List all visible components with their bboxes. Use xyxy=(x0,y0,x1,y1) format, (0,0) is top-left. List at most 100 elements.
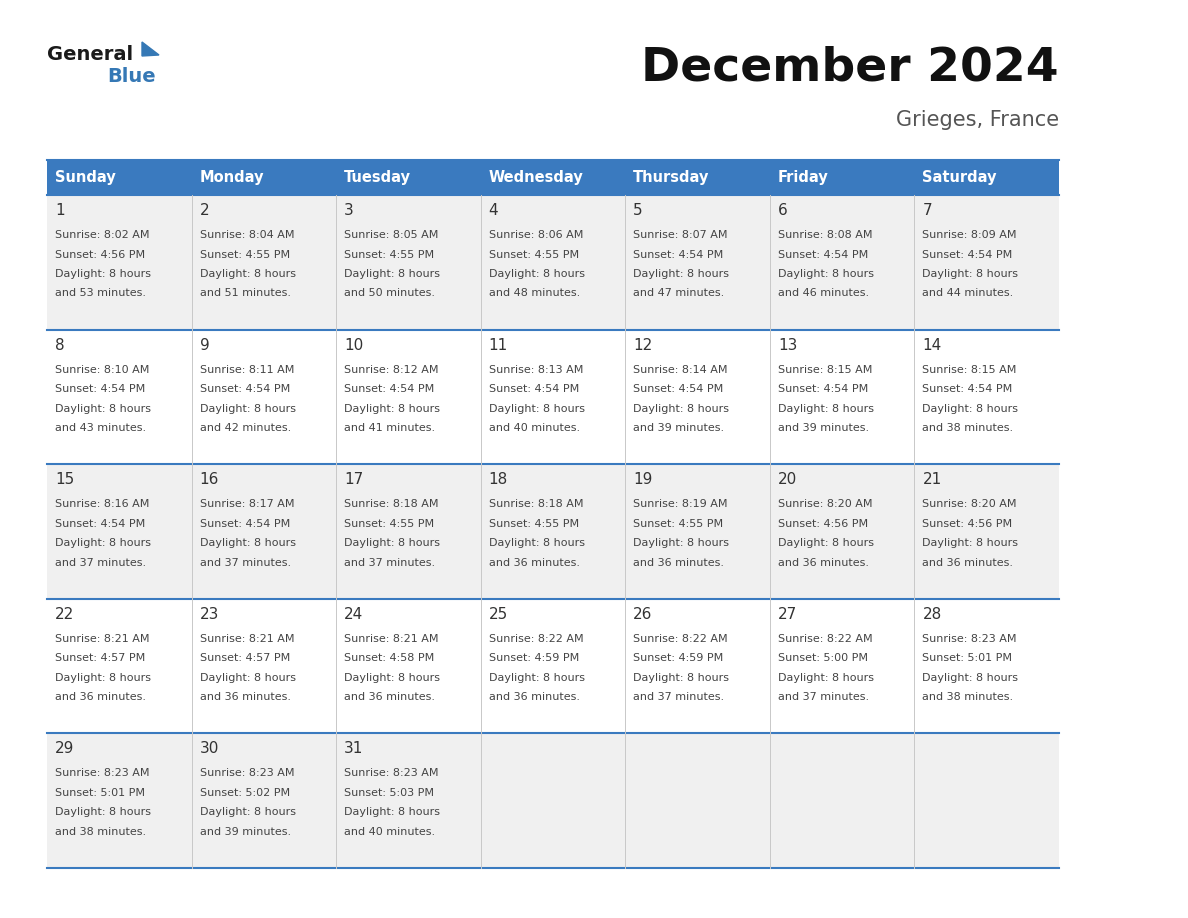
Text: Sunset: 4:54 PM: Sunset: 4:54 PM xyxy=(778,384,868,394)
Text: Tuesday: Tuesday xyxy=(345,170,411,185)
Text: and 40 minutes.: and 40 minutes. xyxy=(345,827,435,837)
Text: Sunrise: 8:18 AM: Sunrise: 8:18 AM xyxy=(345,499,438,509)
Text: Daylight: 8 hours: Daylight: 8 hours xyxy=(200,808,296,817)
Text: and 36 minutes.: and 36 minutes. xyxy=(778,558,868,567)
Text: Daylight: 8 hours: Daylight: 8 hours xyxy=(633,404,729,414)
Text: 17: 17 xyxy=(345,472,364,487)
Text: Sunrise: 8:05 AM: Sunrise: 8:05 AM xyxy=(345,230,438,240)
Text: 2: 2 xyxy=(200,203,209,218)
Text: 12: 12 xyxy=(633,338,652,353)
Text: Sunrise: 8:21 AM: Sunrise: 8:21 AM xyxy=(200,633,295,644)
Bar xyxy=(48,733,1059,868)
Text: 11: 11 xyxy=(488,338,508,353)
Text: and 36 minutes.: and 36 minutes. xyxy=(633,558,725,567)
Bar xyxy=(48,160,1059,195)
Text: and 51 minutes.: and 51 minutes. xyxy=(200,288,291,298)
Text: Daylight: 8 hours: Daylight: 8 hours xyxy=(55,808,151,817)
Text: Sunrise: 8:22 AM: Sunrise: 8:22 AM xyxy=(488,633,583,644)
Text: 18: 18 xyxy=(488,472,508,487)
Text: 14: 14 xyxy=(922,338,942,353)
Text: Sunrise: 8:21 AM: Sunrise: 8:21 AM xyxy=(345,633,438,644)
Text: and 38 minutes.: and 38 minutes. xyxy=(922,423,1013,433)
Text: 13: 13 xyxy=(778,338,797,353)
Text: Sunset: 4:55 PM: Sunset: 4:55 PM xyxy=(345,519,435,529)
Text: Sunrise: 8:02 AM: Sunrise: 8:02 AM xyxy=(55,230,150,240)
Text: Sunrise: 8:15 AM: Sunrise: 8:15 AM xyxy=(778,364,872,375)
Text: and 37 minutes.: and 37 minutes. xyxy=(200,558,291,567)
Text: Grieges, France: Grieges, France xyxy=(896,110,1059,130)
Text: Sunrise: 8:23 AM: Sunrise: 8:23 AM xyxy=(55,768,150,778)
Text: Sunset: 4:56 PM: Sunset: 4:56 PM xyxy=(922,519,1012,529)
Text: Sunset: 4:58 PM: Sunset: 4:58 PM xyxy=(345,654,435,664)
Text: and 39 minutes.: and 39 minutes. xyxy=(778,423,868,433)
Text: Sunrise: 8:20 AM: Sunrise: 8:20 AM xyxy=(922,499,1017,509)
Text: Sunset: 4:55 PM: Sunset: 4:55 PM xyxy=(633,519,723,529)
Text: Daylight: 8 hours: Daylight: 8 hours xyxy=(633,269,729,279)
Text: Daylight: 8 hours: Daylight: 8 hours xyxy=(345,269,440,279)
Text: Daylight: 8 hours: Daylight: 8 hours xyxy=(200,269,296,279)
Text: Daylight: 8 hours: Daylight: 8 hours xyxy=(778,538,874,548)
Text: Sunrise: 8:23 AM: Sunrise: 8:23 AM xyxy=(200,768,295,778)
Text: Sunrise: 8:04 AM: Sunrise: 8:04 AM xyxy=(200,230,295,240)
Bar xyxy=(48,195,1059,330)
Text: 28: 28 xyxy=(922,607,942,621)
Text: Sunset: 4:54 PM: Sunset: 4:54 PM xyxy=(200,519,290,529)
Text: and 39 minutes.: and 39 minutes. xyxy=(200,827,291,837)
Text: Sunday: Sunday xyxy=(55,170,115,185)
Text: Friday: Friday xyxy=(778,170,828,185)
Text: 26: 26 xyxy=(633,607,652,621)
Text: 21: 21 xyxy=(922,472,942,487)
Text: 4: 4 xyxy=(488,203,498,218)
Text: Wednesday: Wednesday xyxy=(488,170,583,185)
Text: Sunset: 4:55 PM: Sunset: 4:55 PM xyxy=(200,250,290,260)
Text: Daylight: 8 hours: Daylight: 8 hours xyxy=(345,404,440,414)
Text: and 37 minutes.: and 37 minutes. xyxy=(633,692,725,702)
Text: 5: 5 xyxy=(633,203,643,218)
Text: Sunset: 4:55 PM: Sunset: 4:55 PM xyxy=(488,519,579,529)
Polygon shape xyxy=(143,42,159,56)
Text: and 36 minutes.: and 36 minutes. xyxy=(488,692,580,702)
Text: and 36 minutes.: and 36 minutes. xyxy=(922,558,1013,567)
Text: Sunset: 4:59 PM: Sunset: 4:59 PM xyxy=(488,654,579,664)
Text: and 53 minutes.: and 53 minutes. xyxy=(55,288,146,298)
Text: 30: 30 xyxy=(200,742,219,756)
Text: Daylight: 8 hours: Daylight: 8 hours xyxy=(345,673,440,683)
Text: Sunset: 4:54 PM: Sunset: 4:54 PM xyxy=(200,384,290,394)
Text: Sunset: 5:01 PM: Sunset: 5:01 PM xyxy=(55,788,145,798)
Text: 16: 16 xyxy=(200,472,219,487)
Text: Sunset: 5:00 PM: Sunset: 5:00 PM xyxy=(778,654,868,664)
Text: Sunset: 4:54 PM: Sunset: 4:54 PM xyxy=(55,384,145,394)
Text: General: General xyxy=(48,46,133,64)
Text: Sunset: 5:01 PM: Sunset: 5:01 PM xyxy=(922,654,1012,664)
Text: 1: 1 xyxy=(55,203,64,218)
Text: and 38 minutes.: and 38 minutes. xyxy=(55,827,146,837)
Text: and 36 minutes.: and 36 minutes. xyxy=(488,558,580,567)
Text: and 37 minutes.: and 37 minutes. xyxy=(778,692,868,702)
Text: Sunset: 4:56 PM: Sunset: 4:56 PM xyxy=(778,519,868,529)
Text: 20: 20 xyxy=(778,472,797,487)
Text: and 40 minutes.: and 40 minutes. xyxy=(488,423,580,433)
Text: Daylight: 8 hours: Daylight: 8 hours xyxy=(922,404,1018,414)
Text: Daylight: 8 hours: Daylight: 8 hours xyxy=(345,808,440,817)
Text: 8: 8 xyxy=(55,338,64,353)
Text: 23: 23 xyxy=(200,607,219,621)
Text: Sunrise: 8:13 AM: Sunrise: 8:13 AM xyxy=(488,364,583,375)
Text: Daylight: 8 hours: Daylight: 8 hours xyxy=(488,538,584,548)
Text: Daylight: 8 hours: Daylight: 8 hours xyxy=(55,673,151,683)
Text: Daylight: 8 hours: Daylight: 8 hours xyxy=(345,538,440,548)
Bar xyxy=(48,330,1059,465)
Text: Sunrise: 8:11 AM: Sunrise: 8:11 AM xyxy=(200,364,293,375)
Text: 24: 24 xyxy=(345,607,364,621)
Text: Daylight: 8 hours: Daylight: 8 hours xyxy=(778,404,874,414)
Text: 6: 6 xyxy=(778,203,788,218)
Text: and 47 minutes.: and 47 minutes. xyxy=(633,288,725,298)
Text: Sunrise: 8:06 AM: Sunrise: 8:06 AM xyxy=(488,230,583,240)
Text: Sunset: 4:55 PM: Sunset: 4:55 PM xyxy=(488,250,579,260)
Text: Sunrise: 8:23 AM: Sunrise: 8:23 AM xyxy=(345,768,438,778)
Text: December 2024: December 2024 xyxy=(642,46,1059,91)
Text: and 41 minutes.: and 41 minutes. xyxy=(345,423,435,433)
Text: Daylight: 8 hours: Daylight: 8 hours xyxy=(200,404,296,414)
Text: Daylight: 8 hours: Daylight: 8 hours xyxy=(633,538,729,548)
Text: Daylight: 8 hours: Daylight: 8 hours xyxy=(488,673,584,683)
Text: Sunset: 5:03 PM: Sunset: 5:03 PM xyxy=(345,788,434,798)
